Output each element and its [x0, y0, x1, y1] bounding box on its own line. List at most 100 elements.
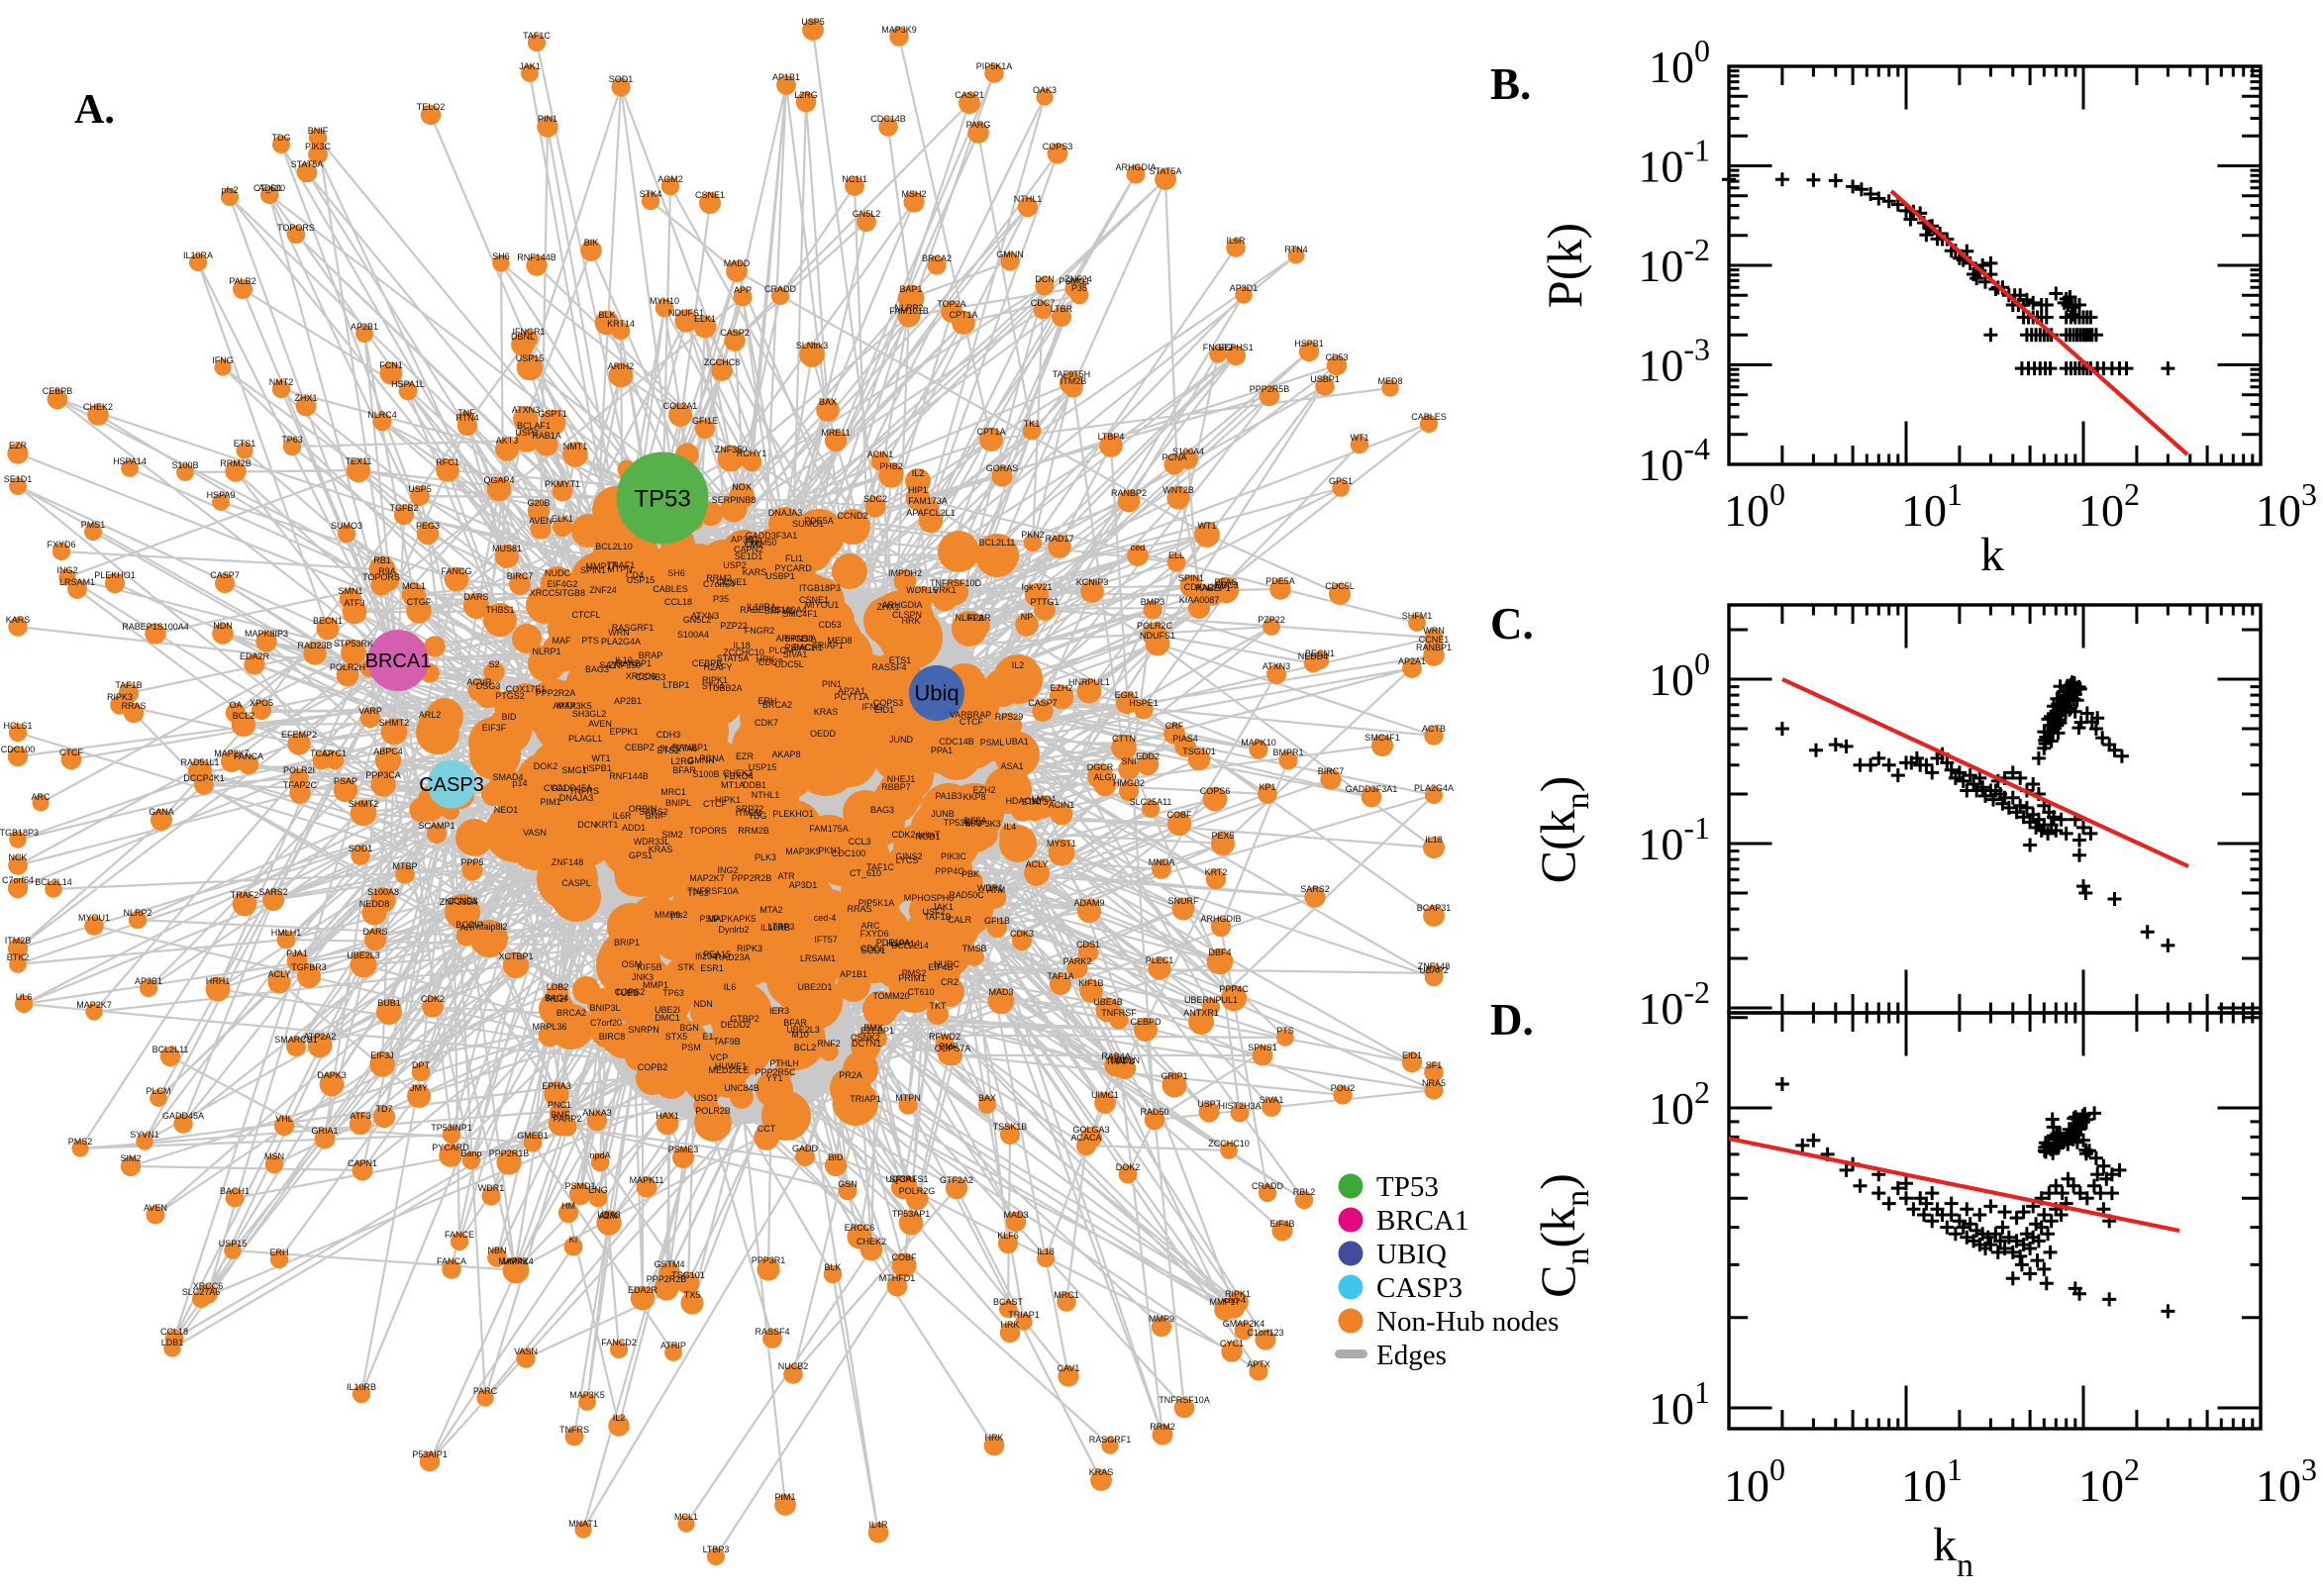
svg-text:EID1: EID1 — [874, 705, 894, 715]
svg-text:C7orf20: C7orf20 — [590, 1018, 622, 1028]
svg-text:DAPK3: DAPK3 — [317, 1070, 347, 1080]
svg-text:RAD51L1: RAD51L1 — [180, 757, 219, 767]
svg-text:GFI1B: GFI1B — [984, 916, 1010, 926]
svg-text:PMS2: PMS2 — [68, 1137, 93, 1147]
svg-text:FXYD6: FXYD6 — [47, 540, 75, 549]
svg-text:EPHA3: EPHA3 — [542, 1081, 571, 1091]
svg-text:CTCF: CTCF — [59, 748, 83, 757]
svg-text:CDK3: CDK3 — [1010, 929, 1034, 939]
svg-text:ELK1: ELK1 — [552, 514, 573, 524]
svg-text:SHMT2: SHMT2 — [379, 718, 410, 728]
svg-text:CR2: CR2 — [941, 977, 959, 987]
svg-text:Non-Hub nodes: Non-Hub nodes — [1376, 1306, 1559, 1338]
svg-text:CTCFL: CTCFL — [572, 610, 601, 620]
svg-text:TNFRS: TNFRS — [559, 1425, 589, 1435]
svg-text:TAF1A: TAF1A — [1047, 971, 1073, 981]
svg-text:MRC1: MRC1 — [1054, 1290, 1079, 1300]
svg-text:ANXA3: ANXA3 — [582, 1108, 612, 1118]
svg-text:ACLY: ACLY — [1026, 859, 1049, 869]
svg-text:CSNE1: CSNE1 — [695, 190, 725, 200]
svg-text:PJA1: PJA1 — [286, 948, 308, 958]
svg-text:ABPC4: ABPC4 — [373, 747, 403, 756]
svg-text:STK4: STK4 — [640, 189, 662, 199]
svg-text:NLRP2: NLRP2 — [894, 303, 923, 313]
svg-text:SMN1: SMN1 — [338, 586, 362, 596]
svg-text:PZP22: PZP22 — [720, 621, 748, 631]
svg-text:IL2: IL2 — [1012, 660, 1025, 670]
svg-text:XRCC5: XRCC5 — [530, 588, 560, 598]
svg-text:SOD1: SOD1 — [609, 74, 634, 84]
svg-text:CCNE1: CCNE1 — [1419, 635, 1450, 645]
svg-text:EIF3J: EIF3J — [370, 1050, 394, 1060]
svg-text:BMPR1: BMPR1 — [1272, 748, 1303, 757]
svg-text:AP3D1: AP3D1 — [1230, 283, 1259, 293]
svg-text:FANCG: FANCG — [441, 566, 471, 576]
svg-text:C7orf64: C7orf64 — [2, 875, 34, 885]
svg-text:WDR1: WDR1 — [977, 883, 1004, 893]
svg-text:SDC2: SDC2 — [863, 494, 887, 504]
svg-text:ACACA: ACACA — [1070, 1133, 1101, 1143]
svg-text:SEPHS1: SEPHS1 — [1218, 343, 1254, 352]
svg-text:TX5: TX5 — [684, 1290, 701, 1300]
svg-text:HRK: HRK — [756, 654, 774, 664]
svg-text:ARHGDIB: ARHGDIB — [1200, 914, 1241, 924]
svg-text:RABEP1S100A4: RABEP1S100A4 — [740, 605, 807, 615]
svg-text:HIPK1: HIPK1 — [715, 795, 741, 805]
svg-text:TAF1C: TAF1C — [523, 31, 551, 41]
svg-text:STAT5A: STAT5A — [717, 653, 750, 663]
svg-text:RNF144B: RNF144B — [609, 771, 649, 781]
svg-text:MSN: MSN — [264, 1151, 284, 1161]
svg-text:HUWE1: HUWE1 — [715, 1061, 748, 1071]
svg-text:RIPK3: RIPK3 — [107, 692, 133, 702]
svg-text:GN5L2: GN5L2 — [683, 615, 712, 625]
svg-text:BRCA1: BRCA1 — [365, 650, 432, 672]
svg-text:VARBRAP: VARBRAP — [950, 710, 991, 720]
svg-text:LTBP1: LTBP1 — [663, 680, 690, 690]
svg-text:SCAMP1: SCAMP1 — [418, 821, 454, 831]
svg-text:JUNB: JUNB — [931, 809, 955, 819]
svg-text:SH6: SH6 — [492, 251, 510, 261]
svg-text:MAP2K7: MAP2K7 — [76, 1000, 112, 1010]
svg-text:KIF1B: KIF1B — [1078, 978, 1103, 988]
svg-text:BCAST: BCAST — [993, 1297, 1024, 1307]
svg-text:TRAF1: TRAF1 — [607, 560, 636, 570]
svg-text:JNK3: JNK3 — [632, 972, 654, 982]
svg-text:TAF1C: TAF1C — [866, 862, 894, 872]
svg-text:TSG101: TSG101 — [671, 1270, 705, 1280]
svg-text:S2: S2 — [488, 659, 499, 669]
svg-text:JMY: JMY — [410, 1083, 428, 1093]
svg-text:103: 103 — [2256, 476, 2317, 536]
svg-text:CT_610: CT_610 — [850, 868, 881, 878]
svg-text:PEA15: PEA15 — [703, 949, 731, 959]
svg-text:VRK1: VRK1 — [933, 585, 957, 595]
svg-text:PA1B3: PA1B3 — [935, 791, 961, 801]
svg-text:COL2A1: COL2A1 — [663, 401, 698, 411]
svg-text:ZNF148: ZNF148 — [552, 857, 584, 867]
svg-text:GMNN: GMNN — [687, 755, 715, 765]
svg-text:CASPL: CASPL — [561, 878, 591, 888]
svg-text:MAD3: MAD3 — [1003, 1210, 1028, 1220]
svg-text:HIP1: HIP1 — [908, 485, 928, 495]
svg-text:NLRP1: NLRP1 — [532, 647, 560, 656]
svg-text:TD7: TD7 — [375, 1104, 392, 1114]
svg-text:BUB1: BUB1 — [377, 998, 401, 1008]
svg-text:IL18: IL18 — [733, 641, 751, 650]
svg-text:MTBP: MTBP — [392, 861, 417, 871]
svg-text:TP53BP2: TP53BP2 — [944, 818, 982, 828]
svg-text:EGR1: EGR1 — [1115, 690, 1140, 700]
svg-text:AP1B1: AP1B1 — [840, 969, 867, 979]
svg-text:ZNF350: ZNF350 — [609, 660, 642, 670]
svg-text:ZCCHC8: ZCCHC8 — [704, 357, 741, 367]
svg-text:IL10RB: IL10RB — [760, 923, 790, 933]
svg-text:DCN: DCN — [577, 820, 597, 830]
svg-text:MAP4K4: MAP4K4 — [498, 1256, 534, 1266]
svg-text:MRPL36: MRPL36 — [532, 1022, 566, 1032]
svg-text:JAK1: JAK1 — [932, 902, 954, 912]
svg-text:LRSAM1: LRSAM1 — [800, 953, 836, 963]
svg-text:PBK: PBK — [961, 869, 979, 879]
svg-text:WT1: WT1 — [1198, 521, 1217, 531]
svg-text:PPP2R5C: PPP2R5C — [755, 1067, 796, 1077]
svg-text:CDC7: CDC7 — [758, 657, 783, 667]
svg-text:ETS1: ETS1 — [889, 655, 912, 665]
svg-text:FLAR: FLAR — [967, 613, 991, 623]
